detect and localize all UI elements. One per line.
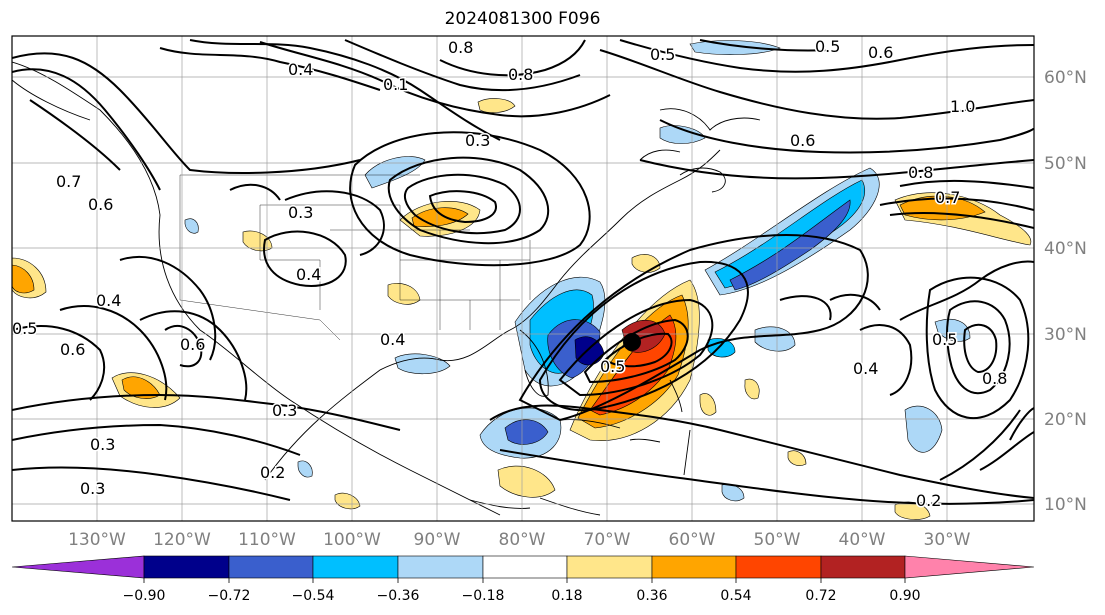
lat-label: 60°N — [1044, 68, 1087, 88]
contour-label: 0.3 — [90, 435, 115, 454]
lon-label: 80°W — [499, 530, 546, 550]
colorbar-tick-label: 0.72 — [805, 588, 836, 604]
contour-label: 0.8 — [448, 38, 473, 57]
shade-atl-neg-strong — [729, 199, 851, 291]
shade-small-neg6 — [184, 218, 199, 234]
colorbar-swatch — [820, 555, 906, 579]
shading-layer — [12, 40, 1032, 520]
storm-center-marker — [623, 333, 641, 351]
colorbar-extend-max — [904, 555, 1035, 579]
contour-label: 0.5 — [650, 45, 675, 64]
contour-label: 0.5 — [12, 319, 37, 338]
contour-label: 0.6 — [88, 195, 113, 214]
shade-westcoast-pos2 — [12, 264, 35, 294]
map-title: 2024081300 F096 — [444, 9, 601, 29]
shade-small-pos2 — [744, 378, 760, 400]
contour-label: 0.6 — [790, 131, 815, 150]
contour-label: 0.8 — [508, 65, 533, 84]
contour-label-layer: 0.8 0.5 0.5 0.6 0.4 0.1 0.8 1.0 0.3 0.6 … — [12, 36, 1009, 512]
colorbar-swatch — [735, 555, 822, 579]
lon-label: 120°W — [153, 530, 211, 550]
contour-label: 0.8 — [908, 163, 933, 182]
shade-central-atl-neg — [754, 326, 796, 352]
contour-lines — [12, 39, 1034, 505]
coastlines — [12, 61, 761, 516]
contour-label: 0.6 — [180, 335, 205, 354]
colorbar-tick-label: −0.72 — [208, 588, 251, 604]
shade-small-pos1 — [699, 393, 717, 416]
contour-label: 0.4 — [853, 359, 878, 378]
contour-label: 0.4 — [96, 291, 121, 310]
lat-label: 40°N — [1044, 239, 1087, 259]
lon-label: 100°W — [323, 530, 381, 550]
colorbar-tick-label: 0.36 — [636, 588, 667, 604]
latitude-labels: 60°N 50°N 40°N 30°N 20°N 10°N — [1044, 68, 1087, 515]
lon-label: 70°W — [584, 530, 631, 550]
colorbar-swatch — [312, 555, 399, 579]
colorbar-tick-label: 0.18 — [551, 588, 582, 604]
shade-cent-am-pos — [497, 465, 556, 498]
colorbar-extend-min — [11, 555, 145, 579]
shade-mex-neg — [297, 460, 313, 478]
colorbar-swatch — [566, 555, 653, 579]
lat-label: 50°N — [1044, 154, 1087, 174]
lon-label: 90°W — [414, 530, 461, 550]
shade-canada-neg — [659, 125, 706, 144]
lon-label: 40°W — [839, 530, 886, 550]
contour-label: 0.5 — [600, 357, 625, 376]
contour-label: 0.3 — [465, 131, 490, 150]
contour-label: 0.2 — [260, 463, 285, 482]
shade-small-pos3 — [787, 450, 807, 466]
lat-label: 30°N — [1044, 325, 1087, 345]
colorbar-swatch — [143, 555, 230, 579]
shade-north-pos — [477, 98, 516, 113]
contour-label: 1.0 — [950, 97, 975, 116]
contour-label: 0.4 — [288, 60, 313, 79]
contour-label: 0.4 — [380, 330, 405, 349]
colorbar-tick-label: −0.90 — [123, 588, 166, 604]
colorbar-tick-label: 0.90 — [889, 588, 920, 604]
contour-label: 0.1 — [383, 75, 408, 94]
graticule — [12, 36, 1034, 521]
lon-label: 60°W — [669, 530, 716, 550]
contour-label: 0.2 — [916, 491, 941, 510]
contour-label: 0.5 — [815, 37, 840, 56]
colorbar-swatch — [482, 555, 568, 579]
lon-label: 130°W — [68, 530, 126, 550]
colorbar-tick-label: −0.18 — [462, 588, 505, 604]
contour-label: 0.7 — [935, 188, 960, 207]
colorbar-ticks — [143, 578, 906, 583]
contour-label: 0.3 — [80, 479, 105, 498]
shade-eatl-neg2 — [934, 318, 971, 342]
shade-carib-neg2 — [504, 419, 549, 445]
contour-label: 0.7 — [56, 172, 81, 191]
contour-label: 0.4 — [296, 265, 321, 284]
colorbar — [11, 555, 1035, 579]
colorbar-swatch — [228, 555, 314, 579]
colorbar-tick-label: −0.36 — [377, 588, 420, 604]
shade-north-neg — [689, 40, 781, 55]
contour-label: 0.3 — [288, 203, 313, 222]
lon-label: 50°W — [754, 530, 801, 550]
colorbar-swatch — [397, 555, 484, 579]
colorbar-tick-label: −0.54 — [292, 588, 335, 604]
colorbar-tick-label: 0.54 — [720, 588, 751, 604]
map-frame — [11, 35, 1035, 522]
lon-label: 30°W — [924, 530, 971, 550]
contour-label: 0.8 — [982, 369, 1007, 388]
colorbar-tick-labels: −0.90 −0.72 −0.54 −0.36 −0.18 0.18 0.36 … — [123, 588, 921, 604]
contour-label: 0.5 — [932, 330, 957, 349]
shade-eatl-neg — [904, 405, 943, 453]
longitude-labels: 130°W 120°W 110°W 100°W 90°W 80°W 70°W 6… — [68, 530, 971, 550]
contour-label: 0.6 — [868, 43, 893, 62]
map-area: 0.8 0.5 0.5 0.6 0.4 0.1 0.8 1.0 0.3 0.6 … — [12, 36, 1034, 521]
contour-label: 0.6 — [60, 340, 85, 359]
colorbar-swatch — [651, 555, 737, 579]
lat-label: 10°N — [1044, 495, 1087, 515]
lon-label: 110°W — [238, 530, 296, 550]
contour-label: 0.3 — [272, 401, 297, 420]
lat-label: 20°N — [1044, 410, 1087, 430]
